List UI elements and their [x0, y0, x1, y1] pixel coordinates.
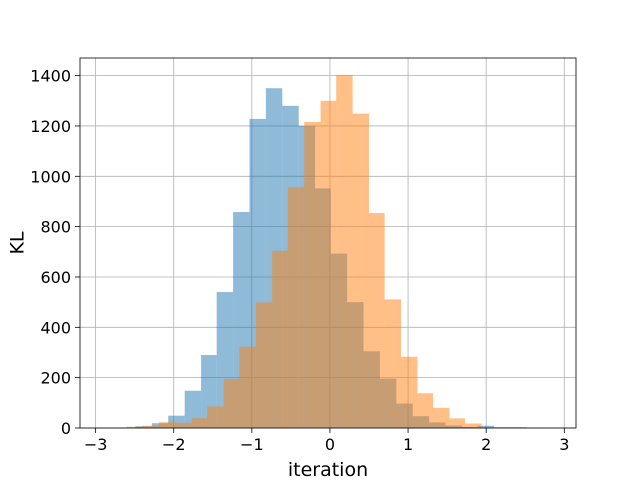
- histogram-bar-series-2: [433, 407, 450, 428]
- y-tick-label: 800: [40, 218, 71, 237]
- y-tick-label: 1200: [30, 117, 71, 136]
- x-tick-label: 3: [559, 435, 569, 454]
- x-tick-label: 1: [403, 435, 413, 454]
- histogram-bar-series-2: [158, 422, 176, 428]
- y-tick-label: 400: [40, 318, 71, 337]
- histogram-bar-series-2: [465, 423, 482, 428]
- x-tick-label: −2: [162, 435, 186, 454]
- histogram-bar-series-2: [175, 422, 192, 428]
- x-tick-label: −1: [240, 435, 264, 454]
- histogram-bar-series-2: [401, 356, 418, 428]
- y-tick-label: 0: [61, 419, 71, 438]
- histogram-bar-series-2: [304, 121, 321, 428]
- axis-ticks: −3 −2 −1 0 1 2 3 0 200 400 600 800 1000 1200 1400: [30, 67, 569, 454]
- histogram-bar-series-2: [384, 299, 402, 428]
- histogram-bar-series-2: [142, 425, 159, 428]
- histogram-bar-series-2: [352, 113, 370, 428]
- histogram-bar-series-2: [336, 74, 353, 428]
- histogram-bar-series-1: [477, 425, 494, 428]
- histogram-bars: [103, 74, 544, 429]
- x-tick-label: 0: [325, 435, 335, 454]
- histogram-bar-series-2: [369, 213, 385, 428]
- x-axis-title: iteration: [288, 459, 368, 480]
- histogram-bar-series-2: [223, 378, 240, 428]
- histogram-bar-series-2: [255, 302, 273, 428]
- histogram-bar-series-2: [126, 426, 143, 428]
- y-axis-title: KL: [7, 231, 29, 254]
- histogram-bar-series-2: [287, 187, 305, 428]
- y-tick-label: 600: [40, 268, 71, 287]
- y-tick-label: 200: [40, 369, 71, 388]
- histogram-bar-series-2: [191, 418, 208, 428]
- histogram-bar-series-2: [449, 418, 466, 428]
- histogram-bar-series-2: [207, 406, 224, 428]
- histogram-bar-series-2: [320, 100, 337, 428]
- y-tick-label: 1000: [30, 167, 71, 186]
- histogram-bar-series-2: [272, 250, 288, 428]
- x-tick-label: 2: [481, 435, 491, 454]
- histogram-bar-series-2: [239, 346, 256, 428]
- x-tick-label: −3: [84, 435, 108, 454]
- plot-frame: [79, 57, 577, 429]
- histogram-bar-series-2: [417, 393, 434, 428]
- y-tick-label: 1400: [30, 67, 71, 86]
